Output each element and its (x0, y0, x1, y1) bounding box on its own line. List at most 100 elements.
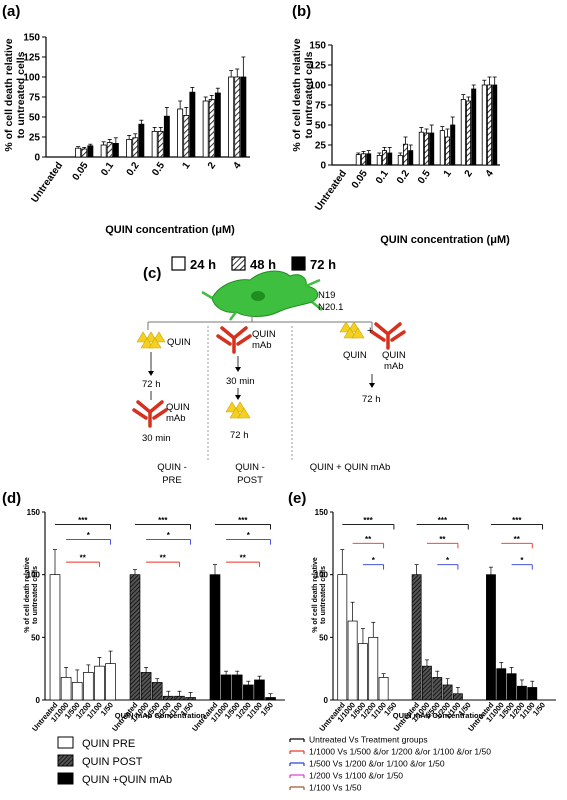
legend-label-24h: 24 h (190, 257, 216, 272)
cell-label-n19: N19 (318, 290, 335, 301)
chart-d-bar (231, 674, 243, 701)
chart-d-bar (140, 672, 152, 701)
sig-legend-label: 1/500 Vs 1/200 &/or 1/100 &/or 1/50 (309, 759, 445, 769)
chart-a-bar (183, 115, 190, 158)
chart-b-bar (360, 153, 366, 166)
legend-bottom: QUIN PRE QUIN POST QUIN +QUIN mAb (57, 736, 172, 786)
chart-b-x-tick-label: 0.5 (416, 168, 433, 186)
chart-e: 050100150Untreated1/10001/5001/2001/1001… (315, 508, 556, 733)
sig-legend-label: 1/200 Vs 1/100 &/or 1/50 (309, 771, 403, 781)
chart-b-bar (397, 154, 403, 166)
col2-time2: 72 h (230, 430, 249, 441)
antibody-icon-col1 (132, 400, 168, 428)
chart-d-bar (129, 574, 141, 701)
chart-b-bar (460, 99, 466, 166)
chart-e-sig-star: ** (439, 535, 446, 544)
col2-mab-label-1: QUIN (252, 329, 276, 340)
xlabel-e: QUIN mAb Concentration (393, 711, 484, 720)
chart-a-bar (100, 144, 107, 158)
ylabel-d-line2: to untreated cells (32, 566, 39, 624)
chart-e-sig-star: * (520, 556, 524, 565)
col2-mab-label-2: mAb (252, 340, 272, 351)
xlabel-d: QUIN mAb Concentration (115, 711, 206, 720)
legend-label-post: QUIN POST (82, 756, 143, 768)
chart-b-bar (492, 84, 498, 166)
chart-d-bar (94, 665, 105, 701)
legend-swatch-post (57, 754, 74, 767)
col3-quin-label: QUIN (343, 350, 367, 361)
sig-legend-label: Untreated Vs Treatment groups (309, 735, 428, 745)
chart-d-bar (151, 682, 163, 701)
chart-a-x-tick-label: 1 (181, 160, 193, 171)
chart-d-bar (60, 677, 72, 701)
ylabel-d: % of cell death relative to untreated ce… (24, 557, 39, 633)
ylabel-b-line1: % of cell death relative (291, 38, 303, 151)
chart-e-sig-star: *** (438, 516, 448, 525)
chart-a-y-tick-label: 150 (23, 33, 40, 44)
chart-a-x-tick-label: 2 (206, 160, 218, 171)
chart-b-bar (402, 143, 408, 166)
chart-e-bar (411, 574, 422, 701)
chart-d-y-tick-label: 0 (36, 696, 41, 705)
chart-a-bar (189, 91, 196, 158)
chart-e-bar (527, 687, 538, 701)
col2-footer-2: POST (237, 475, 263, 486)
chart-b-y-tick-label: 0 (320, 161, 326, 172)
chart-d-y-tick-label: 150 (27, 508, 41, 517)
panel-label-e: (e) (288, 490, 306, 507)
ylabel-d-line1: % of cell death relative (24, 557, 31, 633)
chart-b-bar (376, 154, 382, 166)
chart-a-x-tick-label: 4 (232, 160, 244, 171)
ylabel-e: % of cell death relative to untreated ce… (312, 557, 327, 633)
chart-e-bar (337, 574, 348, 701)
quin-triangles-icon-col2 (225, 401, 251, 419)
chart-e-bar (368, 636, 379, 701)
chart-a-x-tick-label: 0.1 (99, 160, 116, 178)
col1-time1: 72 h (142, 379, 161, 390)
chart-d-y-tick-label: 50 (31, 633, 40, 642)
chart-a-bar (138, 123, 145, 158)
chart-e-bar (358, 643, 368, 701)
chart-e-bar (496, 668, 507, 701)
neuron-cell-icon (201, 270, 323, 321)
panel-label-a: (a) (2, 3, 20, 20)
chart-e-sig-star: ** (514, 535, 521, 544)
col3-plus: + (367, 325, 373, 337)
legend-label-combo: QUIN +QUIN mAb (82, 774, 172, 786)
chart-d-bar (254, 679, 265, 701)
antibody-icon-col2 (216, 326, 252, 354)
chart-d-sig-star: *** (238, 516, 248, 525)
chart-e-y-tick-label: 0 (324, 696, 329, 705)
chart-b-x-tick-label: 0.1 (374, 168, 391, 186)
chart-e-y-tick-label: 150 (315, 508, 329, 517)
ylabel-a: % of cell death relative to untreated ce… (3, 38, 27, 151)
col1-time2: 30 min (142, 433, 171, 444)
ylabel-b: % of cell death relative to untreated ce… (291, 38, 315, 151)
chart-e-bar (486, 574, 496, 701)
chart-b-x-tick-label: Untreated (313, 168, 349, 213)
col2-time1: 30 min (226, 376, 255, 387)
chart-a-bar (157, 130, 164, 158)
legend-label-48h: 48 h (250, 257, 276, 272)
col1-mab-label-1: QUIN (166, 402, 190, 413)
chart-b: 0 25 50 75 100 125 150 Untreated 0.05 0.1 0.2 0.5 1 2… (309, 41, 500, 213)
sig-legend-label: 1/100 Vs 1/50 (309, 783, 362, 793)
chart-d-sig-star: ** (240, 554, 247, 563)
col1-quin-label: QUIN (167, 337, 191, 348)
chart-d-sig-star: ** (80, 554, 87, 563)
chart-d-bar (49, 574, 61, 701)
chart-a-x-tick-label: 0.05 (71, 160, 91, 183)
cell-label-n20: N20.1 (318, 302, 343, 313)
chart-a-y-tick-label: 125 (23, 53, 40, 64)
chart-e-bar (378, 677, 389, 701)
chart-a: 0 25 50 75 100 125 150 Untreated 0.05 0.1 0.2 0.5 1 2… (23, 33, 250, 205)
panel-label-c: (c) (143, 265, 161, 282)
chart-d-bar (83, 672, 94, 701)
chart-d-bar (71, 682, 83, 701)
chart-a-x-tick-label: 0.2 (125, 160, 142, 178)
chart-b-x-tick-label: 0.2 (395, 168, 412, 186)
panel-label-b: (b) (292, 3, 311, 20)
chart-e-bar (347, 620, 358, 701)
panel-label-d: (d) (2, 490, 21, 507)
